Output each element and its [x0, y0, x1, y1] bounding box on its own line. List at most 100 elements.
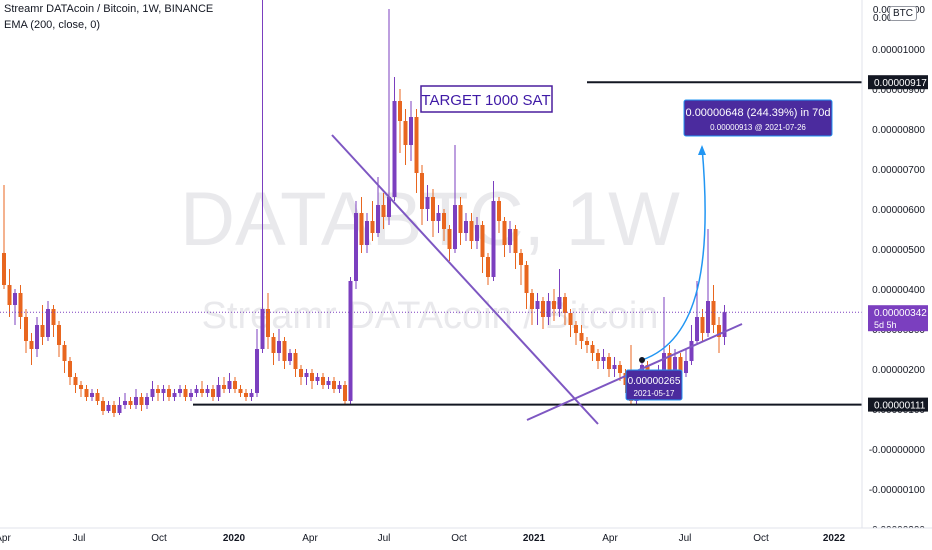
- symbol-watermark: DATABTC, 1W Streamr DATAcoin / Bitcoin: [180, 177, 680, 337]
- time-tick-label: Jul: [679, 533, 692, 544]
- candle-body: [717, 325, 721, 337]
- candle-body: [453, 205, 457, 249]
- price-axis[interactable]: -0.00000200-0.00000100-0.000000000.00000…: [861, 0, 932, 536]
- candle-body: [260, 309, 265, 349]
- candle-body: [244, 393, 248, 397]
- time-tick-label: Oct: [151, 533, 167, 544]
- candle-body: [557, 297, 562, 309]
- candle-body: [722, 312, 727, 337]
- resistance-price-tag[interactable]: [868, 75, 928, 90]
- candle-body: [436, 213, 441, 221]
- time-axis[interactable]: Apr Jul Oct 2020 Apr Jul Oct 2021 Apr Jul Oct 2022: [0, 527, 932, 550]
- candle-body: [667, 353, 672, 373]
- candle-body: [348, 281, 353, 401]
- price-tick-label-top: 0.00: [873, 13, 893, 24]
- candle-body: [62, 345, 67, 361]
- candle-body: [156, 389, 160, 393]
- candle-body: [332, 381, 336, 389]
- candle-body: [288, 353, 292, 361]
- candle-body: [18, 293, 23, 317]
- projection-path[interactable]: [641, 146, 706, 361]
- price-tick-label: 0.00000800: [872, 125, 925, 136]
- candle-body: [167, 389, 171, 397]
- candle-body: [618, 365, 622, 373]
- candle-body: [90, 393, 94, 397]
- projection-label-box[interactable]: [683, 99, 833, 137]
- candle-body: [123, 401, 127, 405]
- candle-body: [24, 317, 28, 341]
- candle-body: [585, 341, 589, 345]
- indicator-legend[interactable]: EMA (200, close, 0): [4, 19, 100, 31]
- candle-body: [541, 301, 545, 317]
- candle-body: [601, 357, 606, 361]
- time-axis-background: [0, 528, 932, 550]
- chart-title: Streamr DATAcoin / Bitcoin, 1W, BINANCE: [4, 3, 214, 15]
- candle-body: [46, 309, 50, 337]
- candle-body: [596, 353, 600, 361]
- candle-body: [497, 201, 501, 221]
- support-price-tag[interactable]: [868, 397, 928, 412]
- candle-body: [359, 213, 364, 245]
- watermark-symbol: DATABTC, 1W: [180, 177, 680, 262]
- candle-body: [205, 389, 210, 393]
- candle-body: [255, 349, 259, 393]
- candle-body: [128, 401, 133, 405]
- candle-body: [458, 205, 463, 233]
- candle-body: [387, 197, 391, 217]
- projection-sub-text: 0.00000913 @ 2021-07-26: [710, 123, 806, 132]
- price-tick-label: 0.00000900: [872, 85, 925, 96]
- candle-body: [106, 405, 111, 411]
- candle-body: [35, 325, 39, 349]
- price-tick-label: -0.00000000: [869, 445, 926, 456]
- current-price-tag[interactable]: [868, 305, 928, 332]
- candle-body: [145, 397, 149, 405]
- candle-body: [579, 333, 584, 341]
- candle-body: [282, 341, 287, 361]
- projection-arrowhead: [698, 145, 706, 155]
- candle-body: [469, 221, 474, 241]
- candle-body: [420, 173, 424, 209]
- candle-body: [101, 401, 105, 411]
- price-tick-label: 0.00000400: [872, 285, 925, 296]
- candle-body: [321, 377, 325, 385]
- candle-body: [79, 385, 83, 389]
- time-tick-label: Jul: [73, 533, 86, 544]
- projection-start-point[interactable]: [639, 357, 645, 363]
- candle-body: [189, 393, 193, 397]
- candle-body: [68, 361, 72, 377]
- candle-body: [480, 225, 485, 257]
- time-tick-label: Apr: [0, 533, 11, 544]
- candle-body: [13, 293, 17, 305]
- candle-body: [695, 317, 699, 341]
- candle-body: [519, 253, 523, 265]
- candle-body: [590, 345, 595, 353]
- time-tick-label: Oct: [753, 533, 769, 544]
- candle-body: [277, 341, 281, 353]
- target-box[interactable]: [420, 85, 553, 113]
- candle-body: [354, 213, 358, 281]
- entry-price-text: 0.00000265: [628, 376, 681, 387]
- current-price-tag-countdown: 5d 5h: [874, 320, 897, 330]
- watermark-name: Streamr DATAcoin / Bitcoin: [202, 295, 659, 337]
- candle-body: [200, 389, 204, 393]
- candle-body: [337, 385, 342, 389]
- candle-body: [447, 229, 452, 249]
- price-tick-label: 0.00000500: [872, 245, 925, 256]
- candle-body: [222, 385, 226, 389]
- candle-body: [172, 393, 177, 397]
- entry-label-box[interactable]: [625, 369, 683, 401]
- candle-body: [513, 229, 518, 253]
- candle-body: [117, 405, 122, 413]
- candle-body: [216, 385, 221, 397]
- candle-body: [315, 377, 320, 381]
- currency-badge[interactable]: BTC: [889, 6, 917, 21]
- candle-body: [7, 285, 12, 305]
- descending-trendline[interactable]: [331, 134, 599, 425]
- candle-body: [700, 317, 705, 333]
- candle-body: [431, 197, 435, 221]
- resistance-price-tag-text: 0.00000917: [874, 78, 927, 89]
- candle-body: [238, 389, 243, 393]
- price-tick-label: 0.00000200: [872, 365, 925, 376]
- candle-body: [150, 389, 155, 397]
